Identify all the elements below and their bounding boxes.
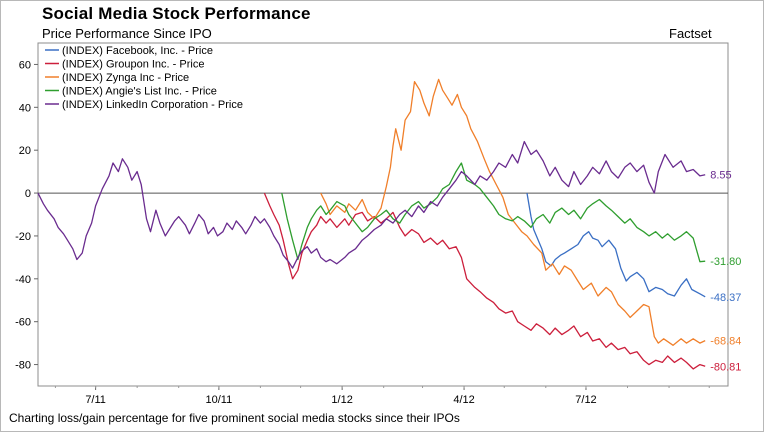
chart-title: Social Media Stock Performance bbox=[42, 4, 311, 23]
legend-entry-3: (INDEX) Angie's List Inc. - Price bbox=[62, 86, 217, 98]
series-line-2 bbox=[320, 78, 706, 346]
legend-entry-0: (INDEX) Facebook, Inc. - Price bbox=[62, 45, 213, 57]
series-line-0 bbox=[526, 192, 706, 298]
legend-entry-1: (INDEX) Groupon Inc. - Price bbox=[62, 59, 204, 71]
plot-area-border bbox=[37, 42, 729, 387]
y-tick-label: 20 bbox=[19, 145, 31, 157]
chart-subtitle: Price Performance Since IPO bbox=[42, 26, 212, 41]
legend-entry-2: (INDEX) Zynga Inc - Price bbox=[62, 72, 189, 84]
series-line-4 bbox=[37, 140, 706, 269]
series-end-label-2: -68.84 bbox=[710, 336, 741, 348]
series-end-label-4: 8.55 bbox=[710, 170, 731, 182]
y-tick-label: 60 bbox=[19, 59, 31, 71]
chart-caption: Charting loss/gain percentage for five p… bbox=[9, 411, 460, 425]
x-tick-label: 4/12 bbox=[453, 394, 474, 406]
y-tick-label: -80 bbox=[15, 360, 31, 372]
y-tick-label: 0 bbox=[25, 188, 31, 200]
y-tick-label: 40 bbox=[19, 102, 31, 114]
x-tick-label: 7/11 bbox=[85, 394, 106, 406]
series-line-3 bbox=[281, 162, 706, 263]
y-tick-label: -40 bbox=[15, 274, 31, 286]
series-line-1 bbox=[263, 192, 706, 370]
y-tick-label: -20 bbox=[15, 231, 31, 243]
series-end-label-0: -48.37 bbox=[710, 292, 741, 304]
x-tick-label: 10/11 bbox=[206, 394, 233, 406]
series-end-label-3: -31.80 bbox=[710, 256, 741, 268]
chart-source: Factset bbox=[669, 26, 712, 41]
x-tick-label: 7/12 bbox=[575, 394, 596, 406]
y-tick-label: -60 bbox=[15, 317, 31, 329]
series-end-label-1: -80.81 bbox=[710, 361, 741, 373]
x-tick-label: 1/12 bbox=[331, 394, 352, 406]
legend-entry-4: (INDEX) LinkedIn Corporation - Price bbox=[62, 99, 243, 111]
